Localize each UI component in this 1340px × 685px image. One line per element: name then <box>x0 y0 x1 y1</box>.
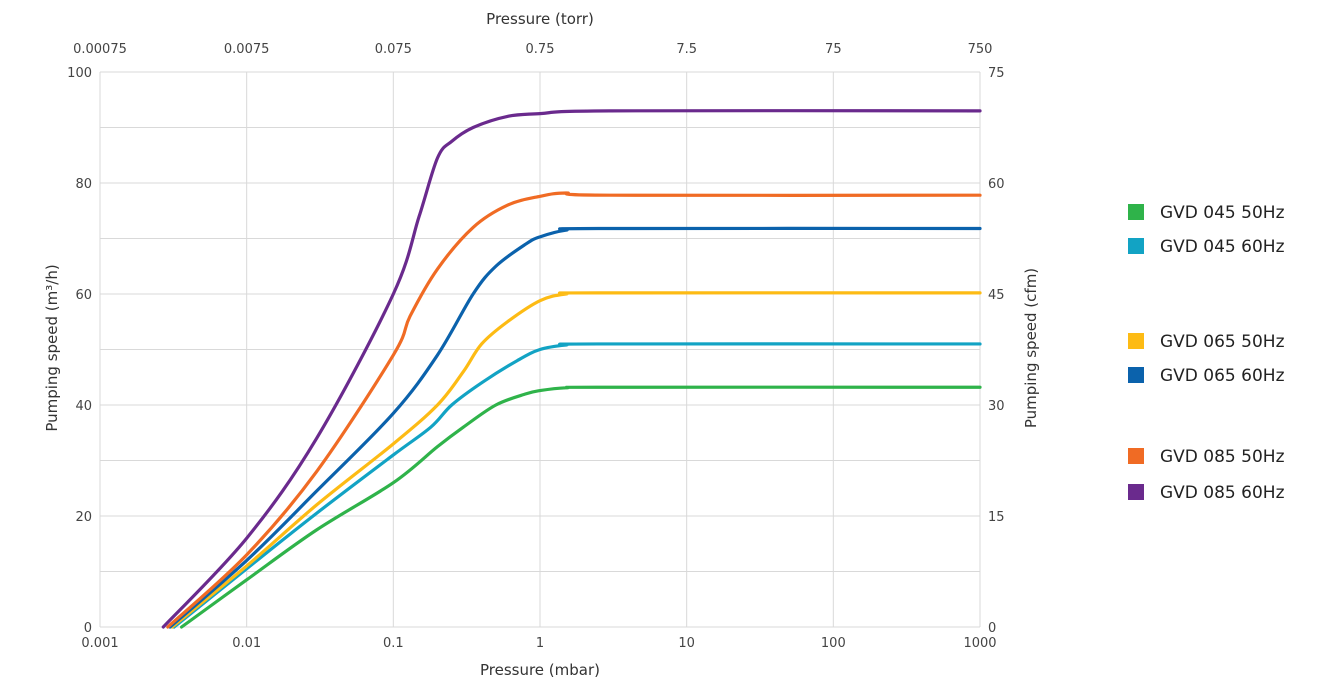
x2-tick-label: 0.075 <box>375 42 412 57</box>
legend-label: GVD 045 50Hz <box>1160 203 1285 223</box>
y-tick-label: 60 <box>75 288 92 303</box>
legend-swatch <box>1128 333 1144 349</box>
y-tick-label: 20 <box>75 510 92 525</box>
x-tick-label: 100 <box>821 636 846 651</box>
legend-label: GVD 085 50Hz <box>1160 447 1285 467</box>
y-tick-label: 0 <box>84 621 92 636</box>
y-tick-label: 40 <box>75 399 92 414</box>
y2-tick-label: 15 <box>988 510 1005 525</box>
legend-label: GVD 085 60Hz <box>1160 483 1285 503</box>
series-lines <box>161 109 982 629</box>
x-tick-label: 0.01 <box>232 636 261 651</box>
y2-tick-label: 75 <box>988 66 1005 81</box>
y-axis-title: Pumping speed (m³/h) <box>43 264 61 431</box>
y2-tick-label: 60 <box>988 177 1005 192</box>
y2-tick-label: 45 <box>988 288 1005 303</box>
legend-label: GVD 065 60Hz <box>1160 366 1285 386</box>
x2-tick-label: 750 <box>968 42 993 57</box>
x-tick-label: 1000 <box>963 636 996 651</box>
y2-tick-label: 0 <box>988 621 996 636</box>
x2-tick-label: 75 <box>825 42 842 57</box>
series-line-5 <box>166 191 982 629</box>
y-tick-label: 80 <box>75 177 92 192</box>
legend-label: GVD 065 50Hz <box>1160 332 1285 352</box>
x2-tick-label: 0.00075 <box>73 42 127 57</box>
x-tick-label: 0.1 <box>383 636 404 651</box>
y2-axis-title: Pumping speed (cfm) <box>1022 268 1040 428</box>
legend-swatch <box>1128 238 1144 254</box>
series-line-6 <box>161 109 982 629</box>
series-line-4 <box>168 226 982 629</box>
legend-swatch <box>1128 204 1144 220</box>
y2-tick-label: 30 <box>988 399 1005 414</box>
legend-swatch <box>1128 367 1144 383</box>
legend-swatch <box>1128 448 1144 464</box>
x-tick-label: 10 <box>678 636 695 651</box>
series-line-1 <box>179 385 982 629</box>
x2-tick-label: 7.5 <box>676 42 697 57</box>
x-axis-title: Pressure (mbar) <box>480 661 600 679</box>
x-tick-label: 1 <box>536 636 544 651</box>
x-tick-label: 0.001 <box>81 636 118 651</box>
series-line-2 <box>172 342 982 629</box>
x2-axis-title: Pressure (torr) <box>486 10 594 28</box>
legend: GVD 045 50Hz GVD 045 60Hz GVD 065 50Hz GVD … <box>1128 203 1285 503</box>
legend-swatch <box>1128 484 1144 500</box>
x2-tick-label: 0.75 <box>526 42 555 57</box>
legend-label: GVD 045 60Hz <box>1160 237 1285 257</box>
y-tick-label: 100 <box>67 66 92 81</box>
x2-tick-label: 0.0075 <box>224 42 270 57</box>
series-line-3 <box>170 291 982 629</box>
